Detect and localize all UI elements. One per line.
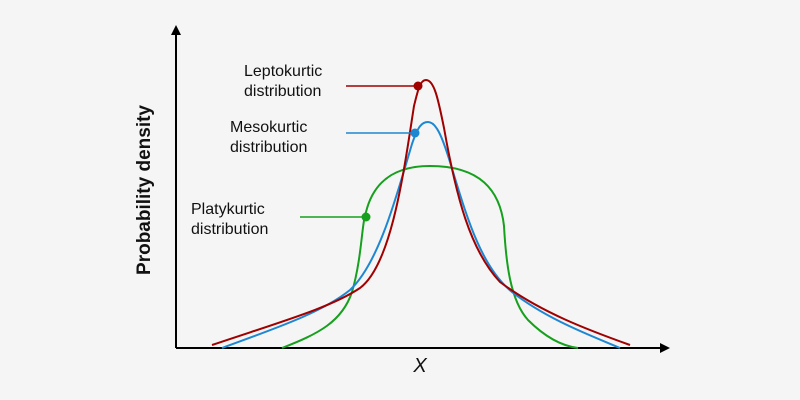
- leptokurtic-label-line2: distribution: [244, 83, 321, 100]
- platykurtic-label-line2: distribution: [191, 221, 268, 238]
- mesokurtic-dot: [410, 128, 420, 138]
- platykurtic-curve: [281, 164, 579, 349]
- mesokurtic-label-line2: distribution: [230, 139, 307, 156]
- leptokurtic-dot: [413, 81, 423, 91]
- y-axis-title: Probability density: [134, 105, 155, 275]
- platykurtic-dot: [361, 212, 371, 222]
- leptokurtic-curve: [211, 78, 631, 346]
- mesokurtic-curve: [221, 120, 621, 349]
- platykurtic-label-line1: Platykurtic: [191, 201, 265, 218]
- leptokurtic-label-line1: Leptokurtic: [244, 63, 322, 80]
- x-axis-title: X: [412, 355, 427, 377]
- mesokurtic-label-line1: Mesokurtic: [230, 119, 307, 136]
